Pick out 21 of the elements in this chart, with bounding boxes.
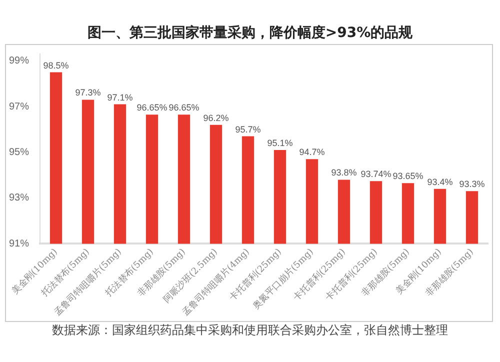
data-label: 96.2%	[203, 112, 229, 123]
data-label: 95.1%	[267, 138, 293, 148]
source-note: 数据来源：国家组织药品集中采购和使用联合采购办公室，张自然博士整理	[51, 322, 449, 339]
data-label: 96.65%	[136, 102, 168, 113]
data-label: 95.7%	[235, 124, 261, 134]
data-label: 93.8%	[331, 168, 357, 178]
data-label: 94.7%	[299, 147, 325, 158]
data-label: 93.65%	[392, 171, 424, 182]
chart-title: 图一、第三批国家带量采购，降价幅度>93%的品规	[86, 24, 414, 42]
y-tick-label: 99%	[9, 56, 30, 67]
data-label: 97.3%	[75, 88, 101, 98]
data-label: 98.5%	[43, 60, 69, 70]
y-tick-label: 97%	[9, 101, 30, 112]
data-label: 96.65%	[168, 102, 200, 113]
data-label: 97.1%	[107, 92, 133, 102]
y-tick-label: 93%	[9, 192, 30, 204]
y-tick-label: 91%	[9, 238, 30, 250]
data-label: 93.3%	[459, 179, 485, 190]
data-label: 93.4%	[427, 176, 453, 187]
data-label: 93.74%	[360, 169, 392, 180]
y-tick-label: 95%	[9, 147, 30, 158]
